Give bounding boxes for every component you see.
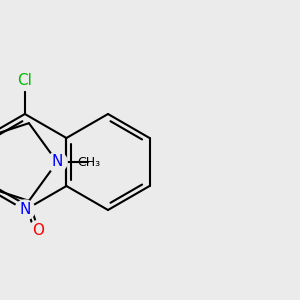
Circle shape bbox=[47, 152, 67, 172]
Circle shape bbox=[28, 220, 49, 241]
Circle shape bbox=[15, 200, 35, 220]
Text: O: O bbox=[33, 223, 45, 238]
Text: CH₃: CH₃ bbox=[77, 155, 100, 169]
Text: N: N bbox=[19, 202, 31, 217]
Circle shape bbox=[15, 70, 35, 90]
Text: N: N bbox=[52, 154, 63, 169]
Text: Cl: Cl bbox=[17, 73, 32, 88]
